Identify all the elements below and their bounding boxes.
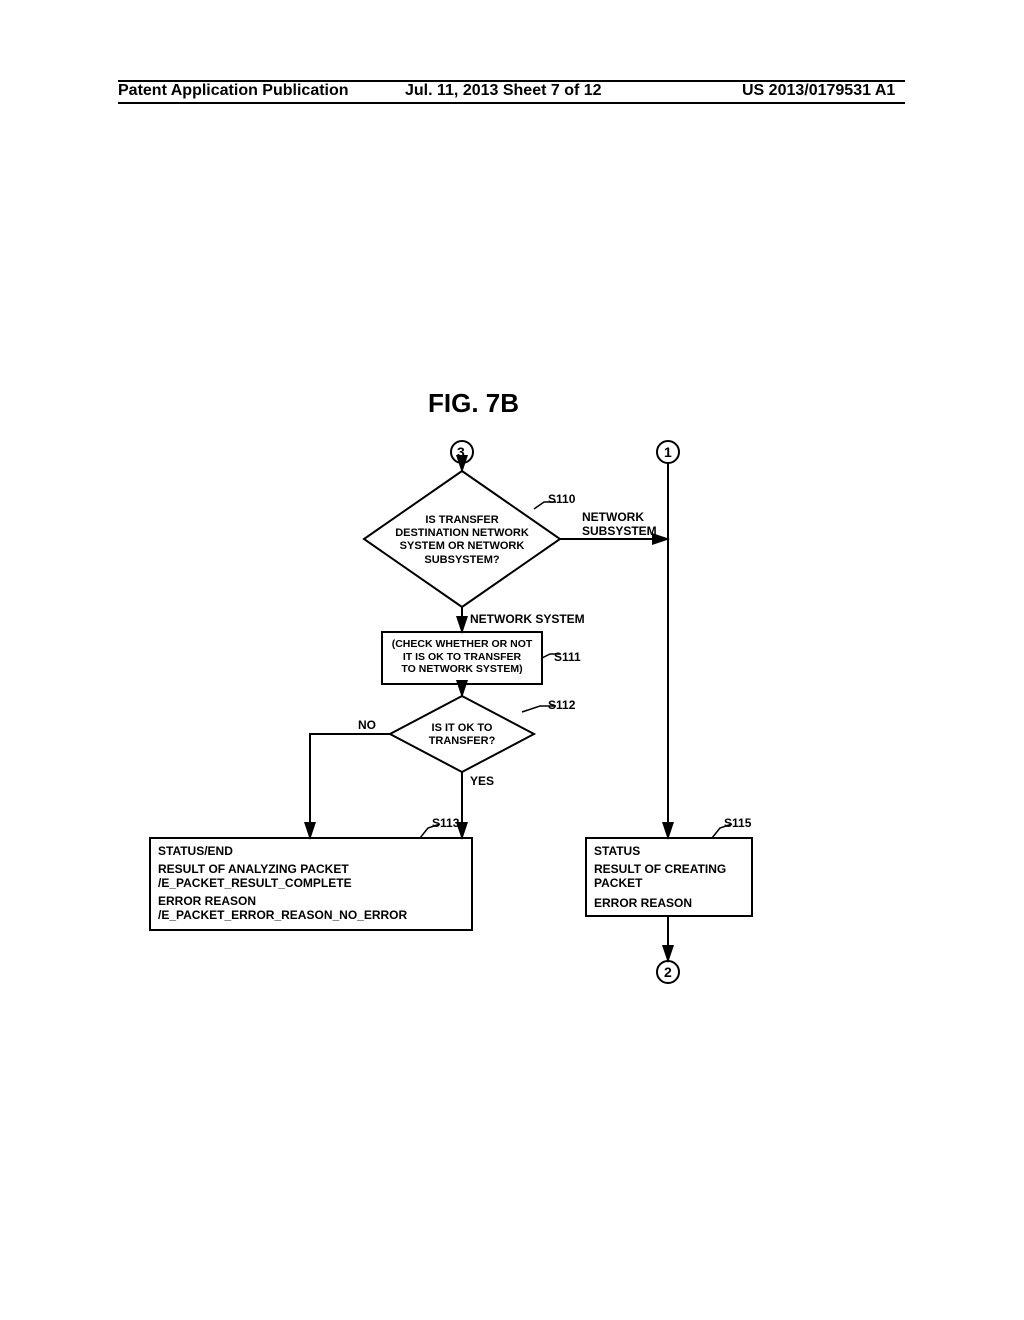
box-s113-line3: ERROR REASON /E_PACKET_ERROR_REASON_NO_E… (158, 894, 407, 923)
process-s111-text: (CHECK WHETHER OR NOT IT IS OK TO TRANSF… (386, 638, 538, 676)
ref-s112: S112 (548, 698, 575, 712)
patent-page: Patent Application Publication Jul. 11, … (0, 0, 1024, 1320)
connector-2-label: 2 (664, 964, 672, 981)
box-s115-line2: RESULT OF CREATING PACKET (594, 862, 726, 891)
decision-s112-text: IS IT OK TO TRANSFER? (424, 722, 500, 748)
branch-no: NO (358, 718, 376, 732)
ref-s115: S115 (724, 816, 751, 830)
connector-1-label: 1 (664, 444, 672, 461)
connector-3-label: 3 (457, 444, 465, 461)
ref-s113: S113 (432, 816, 459, 830)
branch-yes: YES (470, 774, 494, 788)
ref-s110: S110 (548, 492, 575, 506)
box-s115-line3: ERROR REASON (594, 896, 692, 910)
branch-network-system: NETWORK SYSTEM (470, 612, 585, 626)
branch-network-subsystem: NETWORK SUBSYSTEM (582, 510, 657, 539)
box-s113-line2: RESULT OF ANALYZING PACKET /E_PACKET_RES… (158, 862, 352, 891)
box-s113-line1: STATUS/END (158, 844, 233, 858)
box-s115-line1: STATUS (594, 844, 640, 858)
ref-s111: S111 (554, 650, 581, 664)
decision-s110-text: IS TRANSFER DESTINATION NETWORK SYSTEM O… (386, 514, 538, 567)
